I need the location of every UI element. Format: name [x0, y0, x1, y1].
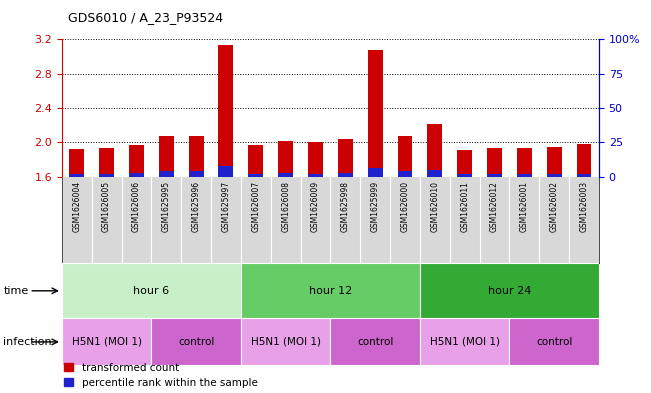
Text: GSM1626010: GSM1626010 [430, 181, 439, 232]
Bar [151, 318, 241, 365]
Text: GSM1626012: GSM1626012 [490, 181, 499, 232]
Bar [189, 171, 204, 177]
Text: GSM1625995: GSM1625995 [162, 181, 171, 232]
Text: GSM1626009: GSM1626009 [311, 181, 320, 232]
Bar [487, 149, 502, 177]
Bar [62, 263, 241, 318]
Bar [248, 145, 263, 177]
Bar [189, 136, 204, 177]
Bar [547, 147, 562, 177]
Text: GSM1626002: GSM1626002 [549, 181, 559, 232]
Bar [510, 318, 599, 365]
Text: GSM1626011: GSM1626011 [460, 181, 469, 232]
Bar [62, 318, 151, 365]
Bar [427, 170, 442, 177]
Text: GSM1626007: GSM1626007 [251, 181, 260, 232]
Text: hour 24: hour 24 [488, 286, 531, 296]
Text: control: control [178, 337, 214, 347]
Bar [278, 173, 293, 177]
Bar [368, 50, 383, 177]
Text: GSM1625999: GSM1625999 [370, 181, 380, 232]
Bar [308, 142, 323, 177]
Bar [420, 263, 599, 318]
Bar [330, 318, 420, 365]
Text: GSM1626005: GSM1626005 [102, 181, 111, 232]
Text: GSM1626006: GSM1626006 [132, 181, 141, 232]
Legend: transformed count, percentile rank within the sample: transformed count, percentile rank withi… [64, 363, 257, 388]
Bar [577, 144, 592, 177]
Text: GDS6010 / A_23_P93524: GDS6010 / A_23_P93524 [68, 11, 223, 24]
Bar [241, 318, 330, 365]
Text: GSM1626004: GSM1626004 [72, 181, 81, 232]
Bar [487, 174, 502, 177]
Bar [69, 174, 84, 177]
Text: time: time [3, 286, 29, 296]
Text: GSM1626001: GSM1626001 [520, 181, 529, 232]
Text: infection: infection [3, 337, 52, 347]
Bar [547, 174, 562, 177]
Text: hour 6: hour 6 [133, 286, 169, 296]
Bar [398, 136, 413, 177]
Bar [219, 166, 234, 177]
Bar [457, 150, 472, 177]
Bar [457, 174, 472, 177]
Bar [278, 141, 293, 177]
Bar [99, 174, 114, 177]
Text: GSM1625997: GSM1625997 [221, 181, 230, 232]
Bar [159, 136, 174, 177]
Bar [129, 145, 144, 177]
Bar [308, 174, 323, 177]
Bar [368, 168, 383, 177]
Text: GSM1625996: GSM1625996 [191, 181, 201, 232]
Text: H5N1 (MOI 1): H5N1 (MOI 1) [251, 337, 321, 347]
Text: control: control [357, 337, 393, 347]
Bar [577, 174, 592, 177]
Text: H5N1 (MOI 1): H5N1 (MOI 1) [430, 337, 500, 347]
Bar [159, 171, 174, 177]
Text: H5N1 (MOI 1): H5N1 (MOI 1) [72, 337, 142, 347]
Bar [338, 173, 353, 177]
Bar [99, 149, 114, 177]
Text: GSM1626003: GSM1626003 [579, 181, 589, 232]
Text: GSM1626008: GSM1626008 [281, 181, 290, 232]
Bar [248, 174, 263, 177]
Bar [338, 139, 353, 177]
Text: GSM1626000: GSM1626000 [400, 181, 409, 232]
Text: GSM1625998: GSM1625998 [341, 181, 350, 232]
Bar [517, 149, 532, 177]
Bar [398, 171, 413, 177]
Bar [427, 123, 442, 177]
Bar [420, 318, 510, 365]
Bar [129, 173, 144, 177]
Bar [517, 174, 532, 177]
Bar [69, 149, 84, 177]
Text: hour 12: hour 12 [309, 286, 352, 296]
Text: control: control [536, 337, 572, 347]
Bar [219, 45, 234, 177]
Bar [241, 263, 420, 318]
